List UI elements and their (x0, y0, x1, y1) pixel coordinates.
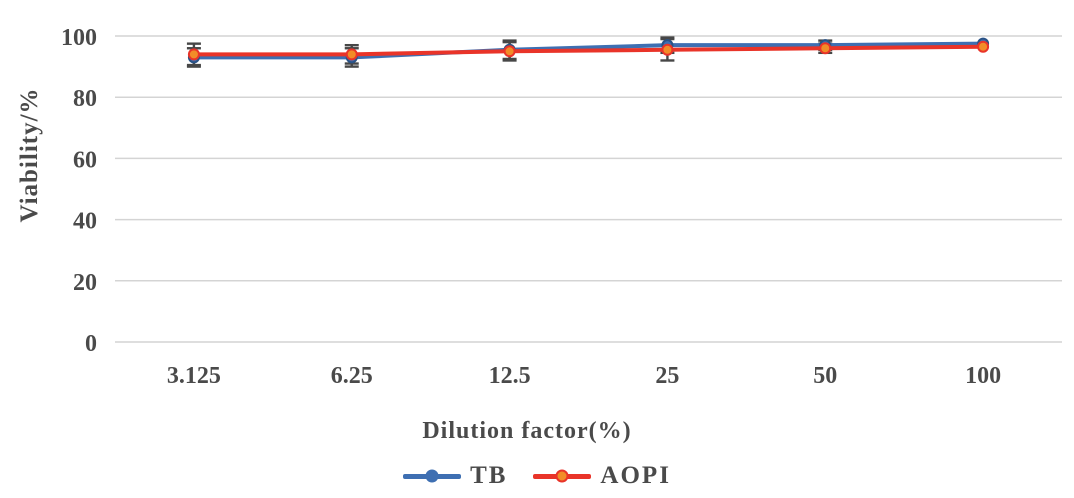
legend-label-aopi: AOPI (600, 462, 671, 489)
y-tick-label: 0 (85, 331, 97, 357)
legend-item-tb: TB (403, 462, 507, 490)
x-tick-label: 50 (813, 363, 837, 389)
tb-line-marker-icon (403, 469, 462, 483)
x-tick-label: 6.25 (331, 363, 373, 389)
data-point-marker-aopi (187, 48, 200, 61)
data-point-marker-aopi (661, 43, 674, 56)
data-point-marker-aopi (977, 40, 990, 53)
series-line-tb (191, 41, 986, 60)
chart-legend: TB AOPI (0, 462, 1074, 490)
x-tick-label: 25 (655, 363, 679, 389)
data-point-marker-aopi (345, 48, 358, 61)
x-tick-label: 3.125 (167, 363, 221, 389)
x-axis-title: Dilution factor(%) (422, 418, 632, 444)
y-tick-label: 80 (73, 86, 97, 112)
y-tick-label: 60 (73, 147, 97, 173)
legend-label-tb: TB (470, 462, 508, 489)
x-tick-label: 12.5 (489, 363, 531, 389)
data-point-marker-aopi (819, 42, 832, 55)
legend-item-aopi: AOPI (533, 462, 671, 490)
y-tick-label: 100 (61, 25, 97, 51)
series-line-aopi (191, 44, 986, 57)
y-axis-title: Viability/% (16, 87, 43, 223)
x-tick-label: 100 (965, 363, 1001, 389)
aopi-line-marker-icon (533, 469, 592, 483)
y-tick-label: 40 (73, 209, 97, 235)
data-point-marker-aopi (503, 45, 516, 58)
y-tick-label: 20 (73, 270, 97, 296)
chart-svg: 0 20 40 60 80 100 3.125 6.25 12.5 25 50 100 (61, 25, 1062, 389)
